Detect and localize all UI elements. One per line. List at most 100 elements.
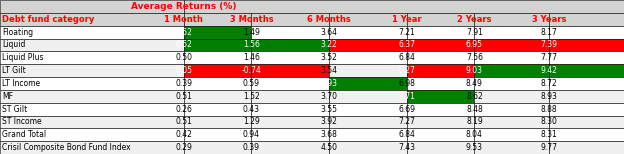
Text: 1.56: 1.56: [243, 40, 260, 49]
Text: 6.69: 6.69: [398, 105, 415, 114]
Text: 7.27: 7.27: [398, 117, 415, 126]
Bar: [183, 64, 251, 77]
Text: 0.51: 0.51: [175, 92, 192, 101]
Bar: [251, 116, 329, 128]
Bar: [329, 26, 406, 38]
Text: 8.72: 8.72: [541, 79, 558, 88]
Bar: [406, 90, 474, 103]
Text: 8.48: 8.48: [466, 105, 483, 114]
Bar: [0, 51, 183, 64]
Text: 7.56: 7.56: [466, 53, 483, 62]
Bar: [474, 13, 549, 26]
Bar: [251, 128, 329, 141]
Text: LT Income: LT Income: [2, 79, 41, 88]
Bar: [329, 103, 406, 116]
Bar: [406, 13, 474, 26]
Text: 0.43: 0.43: [243, 105, 260, 114]
Bar: [329, 51, 406, 64]
Bar: [474, 26, 549, 38]
Text: 0.42: 0.42: [175, 130, 192, 139]
Text: 7.91: 7.91: [466, 28, 483, 37]
Bar: [251, 13, 329, 26]
Text: 7.43: 7.43: [398, 143, 415, 152]
Text: 6.98: 6.98: [398, 79, 415, 88]
Text: 0.94: 0.94: [243, 130, 260, 139]
Text: 8.31: 8.31: [541, 130, 558, 139]
Bar: [329, 38, 406, 51]
Bar: [329, 116, 406, 128]
Text: 1 Month: 1 Month: [164, 15, 203, 24]
Bar: [474, 141, 549, 154]
Text: 0.39: 0.39: [175, 79, 192, 88]
Text: 1.46: 1.46: [243, 53, 260, 62]
Bar: [0, 13, 183, 26]
Bar: [183, 103, 251, 116]
Text: 3.93: 3.93: [321, 79, 338, 88]
Bar: [251, 64, 329, 77]
Bar: [183, 77, 251, 90]
Text: 7.77: 7.77: [541, 53, 558, 62]
Text: 8.62: 8.62: [466, 92, 483, 101]
Bar: [406, 141, 474, 154]
Text: 3 Years: 3 Years: [532, 15, 567, 24]
Bar: [406, 51, 474, 64]
Bar: [183, 13, 251, 26]
Text: 6.84: 6.84: [398, 130, 415, 139]
Bar: [329, 141, 406, 154]
Text: 6.37: 6.37: [398, 40, 415, 49]
Bar: [0, 116, 183, 128]
Text: 0.39: 0.39: [243, 143, 260, 152]
Text: 9.53: 9.53: [466, 143, 483, 152]
Bar: [549, 77, 624, 90]
Text: 0.26: 0.26: [175, 105, 192, 114]
Bar: [183, 0, 624, 13]
Text: LT Gilt: LT Gilt: [2, 66, 26, 75]
Bar: [251, 51, 329, 64]
Bar: [251, 141, 329, 154]
Text: Liquid: Liquid: [2, 40, 26, 49]
Text: 8.49: 8.49: [466, 79, 483, 88]
Text: 8.88: 8.88: [541, 105, 557, 114]
Bar: [474, 64, 549, 77]
Text: 6.95: 6.95: [466, 40, 483, 49]
Bar: [251, 90, 329, 103]
Bar: [406, 128, 474, 141]
Bar: [549, 51, 624, 64]
Bar: [0, 103, 183, 116]
Bar: [474, 38, 549, 51]
Text: 8.30: 8.30: [541, 117, 558, 126]
Bar: [0, 38, 183, 51]
Bar: [474, 103, 549, 116]
Text: MF: MF: [2, 92, 14, 101]
Bar: [406, 77, 474, 90]
Bar: [549, 116, 624, 128]
Text: 9.42: 9.42: [541, 66, 558, 75]
Text: 3.52: 3.52: [321, 53, 338, 62]
Bar: [329, 64, 406, 77]
Text: 0.52: 0.52: [175, 28, 192, 37]
Text: 8.04: 8.04: [466, 130, 483, 139]
Text: 9.77: 9.77: [541, 143, 558, 152]
Text: 0.52: 0.52: [175, 40, 192, 49]
Bar: [406, 64, 474, 77]
Bar: [549, 90, 624, 103]
Bar: [0, 128, 183, 141]
Text: ST Income: ST Income: [2, 117, 42, 126]
Bar: [251, 77, 329, 90]
Text: 6.84: 6.84: [398, 53, 415, 62]
Text: 3.70: 3.70: [321, 92, 338, 101]
Bar: [406, 116, 474, 128]
Text: 8.19: 8.19: [466, 117, 483, 126]
Text: 1.52: 1.52: [243, 92, 260, 101]
Bar: [183, 38, 251, 51]
Text: 3.22: 3.22: [321, 40, 338, 49]
Bar: [329, 90, 406, 103]
Bar: [183, 116, 251, 128]
Text: 3 Months: 3 Months: [230, 15, 273, 24]
Bar: [474, 90, 549, 103]
Bar: [183, 141, 251, 154]
Text: 1.49: 1.49: [243, 28, 260, 37]
Bar: [183, 90, 251, 103]
Bar: [183, 26, 251, 38]
Bar: [0, 0, 183, 13]
